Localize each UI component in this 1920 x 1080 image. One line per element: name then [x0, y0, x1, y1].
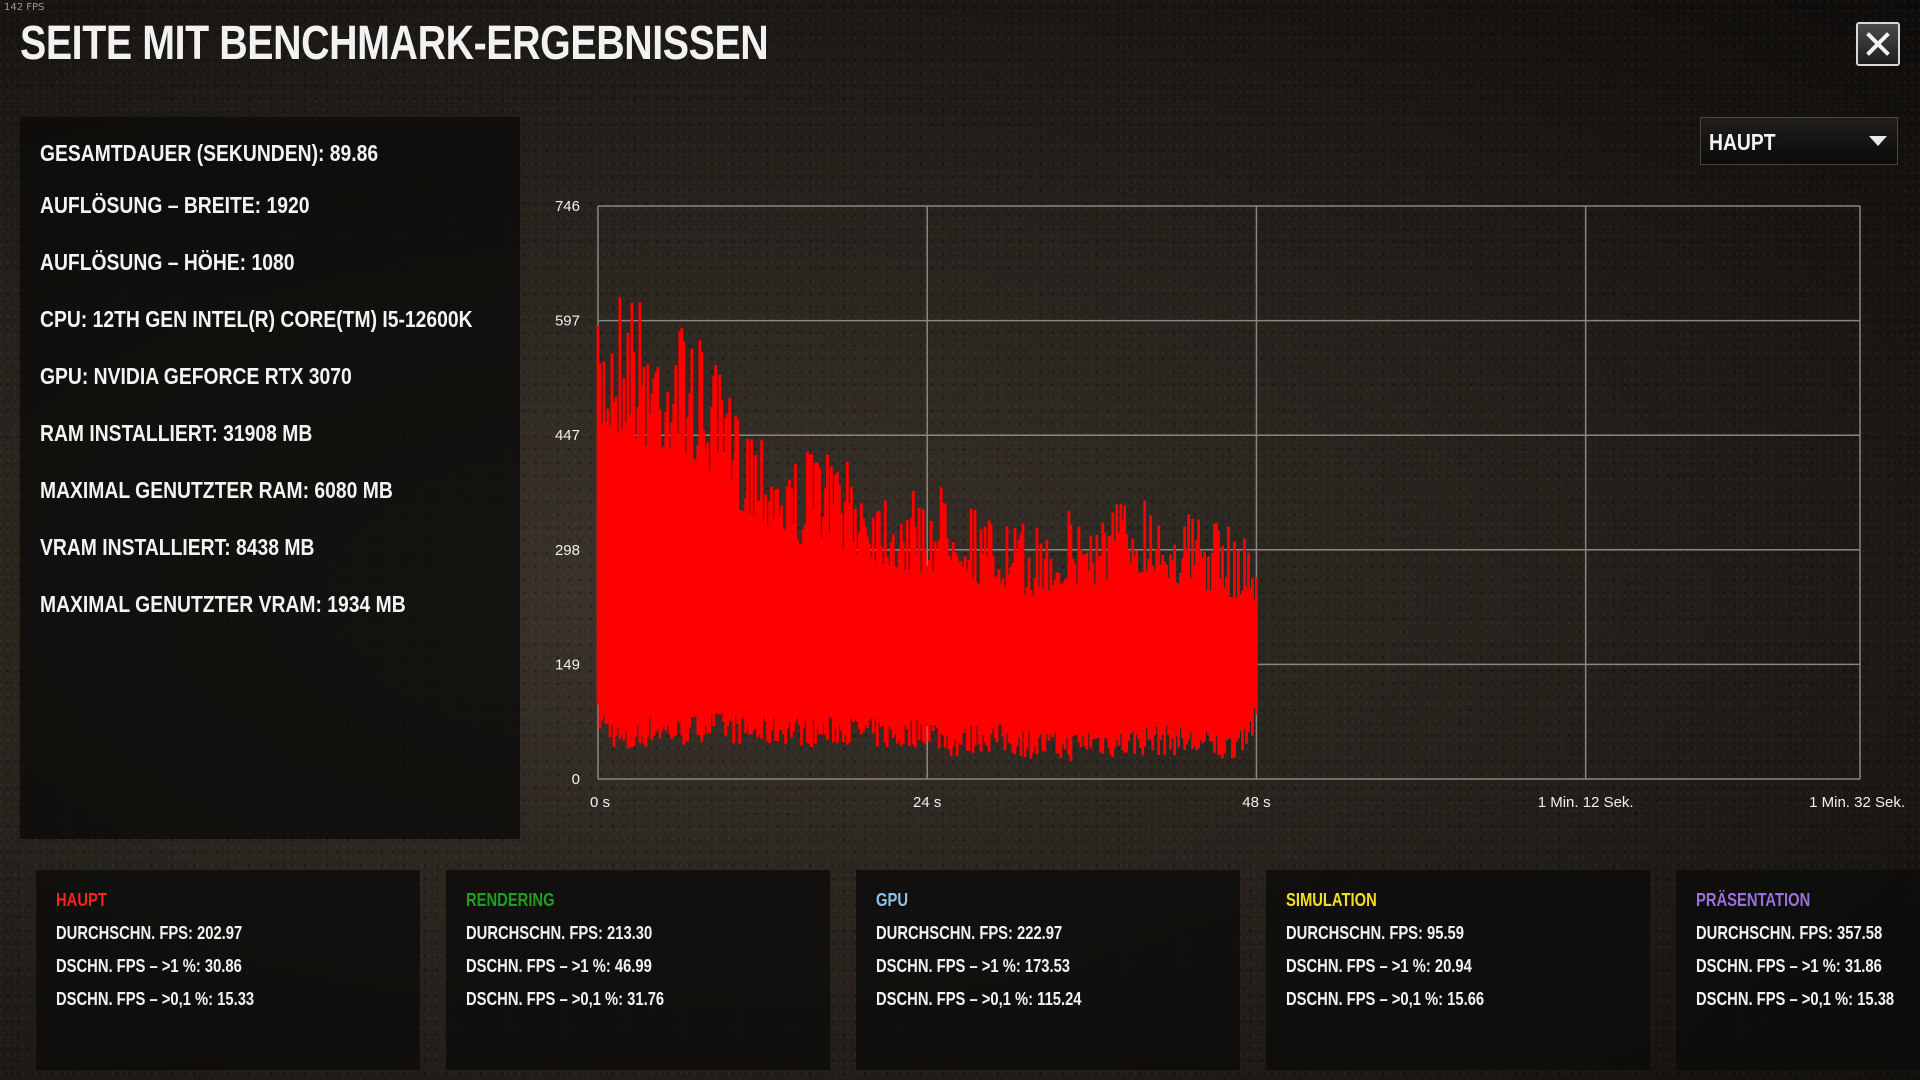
card-01pct-fps: DSCHN. FPS – >0,1 %: 15.33 — [56, 989, 255, 1009]
card-avg-fps: DURCHSCHN. FPS: 213.30 — [466, 923, 653, 943]
card-01pct-fps: DSCHN. FPS – >0,1 %: 31.76 — [466, 989, 665, 1009]
info-resolution-width: AUFLÖSUNG – BREITE: 1920 — [40, 192, 310, 218]
card-avg-fps: DURCHSCHN. FPS: 357.58 — [1696, 923, 1883, 943]
card-title: HAUPT — [56, 890, 107, 910]
dropdown-selected-value: HAUPT — [1709, 129, 1776, 155]
close-icon — [1866, 32, 1890, 56]
stat-card-simulation: SIMULATION DURCHSCHN. FPS: 95.59 DSCHN. … — [1266, 870, 1650, 1070]
y-tick-label: 597 — [555, 313, 580, 330]
x-tick-label: 1 Min. 32 Sek. — [1809, 794, 1905, 811]
card-avg-fps: DURCHSCHN. FPS: 202.97 — [56, 923, 243, 943]
x-tick-label: 48 s — [1242, 794, 1270, 811]
info-total-duration: GESAMTDAUER (SEKUNDEN): 89.86 — [40, 140, 379, 166]
card-avg-fps: DURCHSCHN. FPS: 222.97 — [876, 923, 1063, 943]
chevron-down-icon — [1869, 136, 1887, 146]
stat-card-gpu: GPU DURCHSCHN. FPS: 222.97 DSCHN. FPS – … — [856, 870, 1240, 1070]
x-tick-label: 1 Min. 12 Sek. — [1538, 794, 1634, 811]
card-title: PRÄSENTATION — [1696, 890, 1811, 910]
x-tick-label: 0 s — [590, 794, 610, 811]
card-title: RENDERING — [466, 890, 555, 910]
card-01pct-fps: DSCHN. FPS – >0,1 %: 115.24 — [876, 989, 1082, 1009]
y-tick-label: 447 — [555, 427, 580, 444]
info-ram-installed: RAM INSTALLIERT: 31908 MB — [40, 420, 313, 446]
stat-card-praesentation: PRÄSENTATION DURCHSCHN. FPS: 357.58 DSCH… — [1676, 870, 1920, 1070]
card-01pct-fps: DSCHN. FPS – >0,1 %: 15.66 — [1286, 989, 1485, 1009]
card-1pct-fps: DSCHN. FPS – >1 %: 46.99 — [466, 956, 652, 976]
card-1pct-fps: DSCHN. FPS – >1 %: 20.94 — [1286, 956, 1472, 976]
card-1pct-fps: DSCHN. FPS – >1 %: 31.86 — [1696, 956, 1882, 976]
info-resolution-height: AUFLÖSUNG – HÖHE: 1080 — [40, 249, 295, 275]
x-tick-label: 24 s — [913, 794, 941, 811]
card-title: SIMULATION — [1286, 890, 1377, 910]
card-avg-fps: DURCHSCHN. FPS: 95.59 — [1286, 923, 1464, 943]
stat-card-haupt: HAUPT DURCHSCHN. FPS: 202.97 DSCHN. FPS … — [36, 870, 420, 1070]
info-gpu: GPU: NVIDIA GEFORCE RTX 3070 — [40, 363, 352, 389]
card-1pct-fps: DSCHN. FPS – >1 %: 30.86 — [56, 956, 242, 976]
fps-chart: 0 149 298 447 597 746 0 s 24 s 48 s 1 Min. 12 Sek… — [555, 198, 1905, 811]
stat-card-rendering: RENDERING DURCHSCHN. FPS: 213.30 DSCHN. … — [446, 870, 830, 1070]
fps-series-spikes — [596, 297, 1258, 762]
info-max-ram-used: MAXIMAL GENUTZTER RAM: 6080 MB — [40, 477, 393, 503]
card-title: GPU — [876, 890, 908, 910]
y-tick-label: 149 — [555, 656, 580, 673]
page-title: SEITE MIT BENCHMARK-ERGEBNISSEN — [20, 17, 769, 70]
fps-counter: 142 FPS — [4, 2, 45, 13]
card-1pct-fps: DSCHN. FPS – >1 %: 173.53 — [876, 956, 1071, 976]
card-01pct-fps: DSCHN. FPS – >0,1 %: 15.38 — [1696, 989, 1895, 1009]
close-button[interactable] — [1856, 22, 1900, 66]
info-vram-installed: VRAM INSTALLIERT: 8438 MB — [40, 534, 315, 560]
info-cpu: CPU: 12TH GEN INTEL(R) CORE(TM) I5-12600… — [40, 306, 473, 332]
system-info-panel: GESAMTDAUER (SEKUNDEN): 89.86 AUFLÖSUNG … — [20, 117, 520, 839]
info-max-vram-used: MAXIMAL GENUTZTER VRAM: 1934 MB — [40, 591, 406, 617]
y-tick-label: 298 — [555, 542, 580, 559]
metric-dropdown[interactable]: HAUPT — [1700, 117, 1898, 165]
y-tick-label: 0 — [572, 771, 580, 788]
y-tick-label: 746 — [555, 198, 580, 215]
